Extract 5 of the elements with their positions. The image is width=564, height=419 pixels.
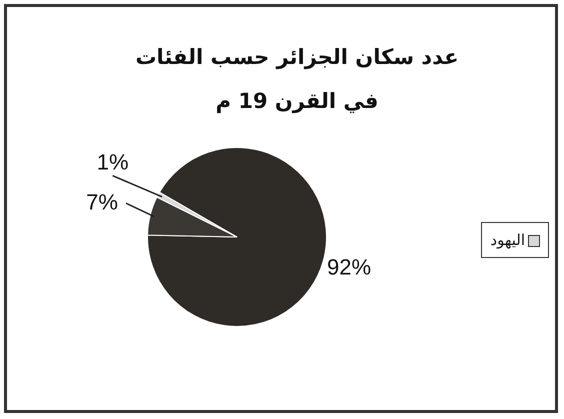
chart-title: عدد سكان الجزائر حسب الفئات في القرن 19 م — [134, 44, 460, 116]
data-label: 1% — [96, 150, 129, 175]
legend-label: اليهود — [490, 231, 525, 249]
data-label: 7% — [86, 189, 118, 214]
data-label: 92% — [327, 254, 372, 280]
